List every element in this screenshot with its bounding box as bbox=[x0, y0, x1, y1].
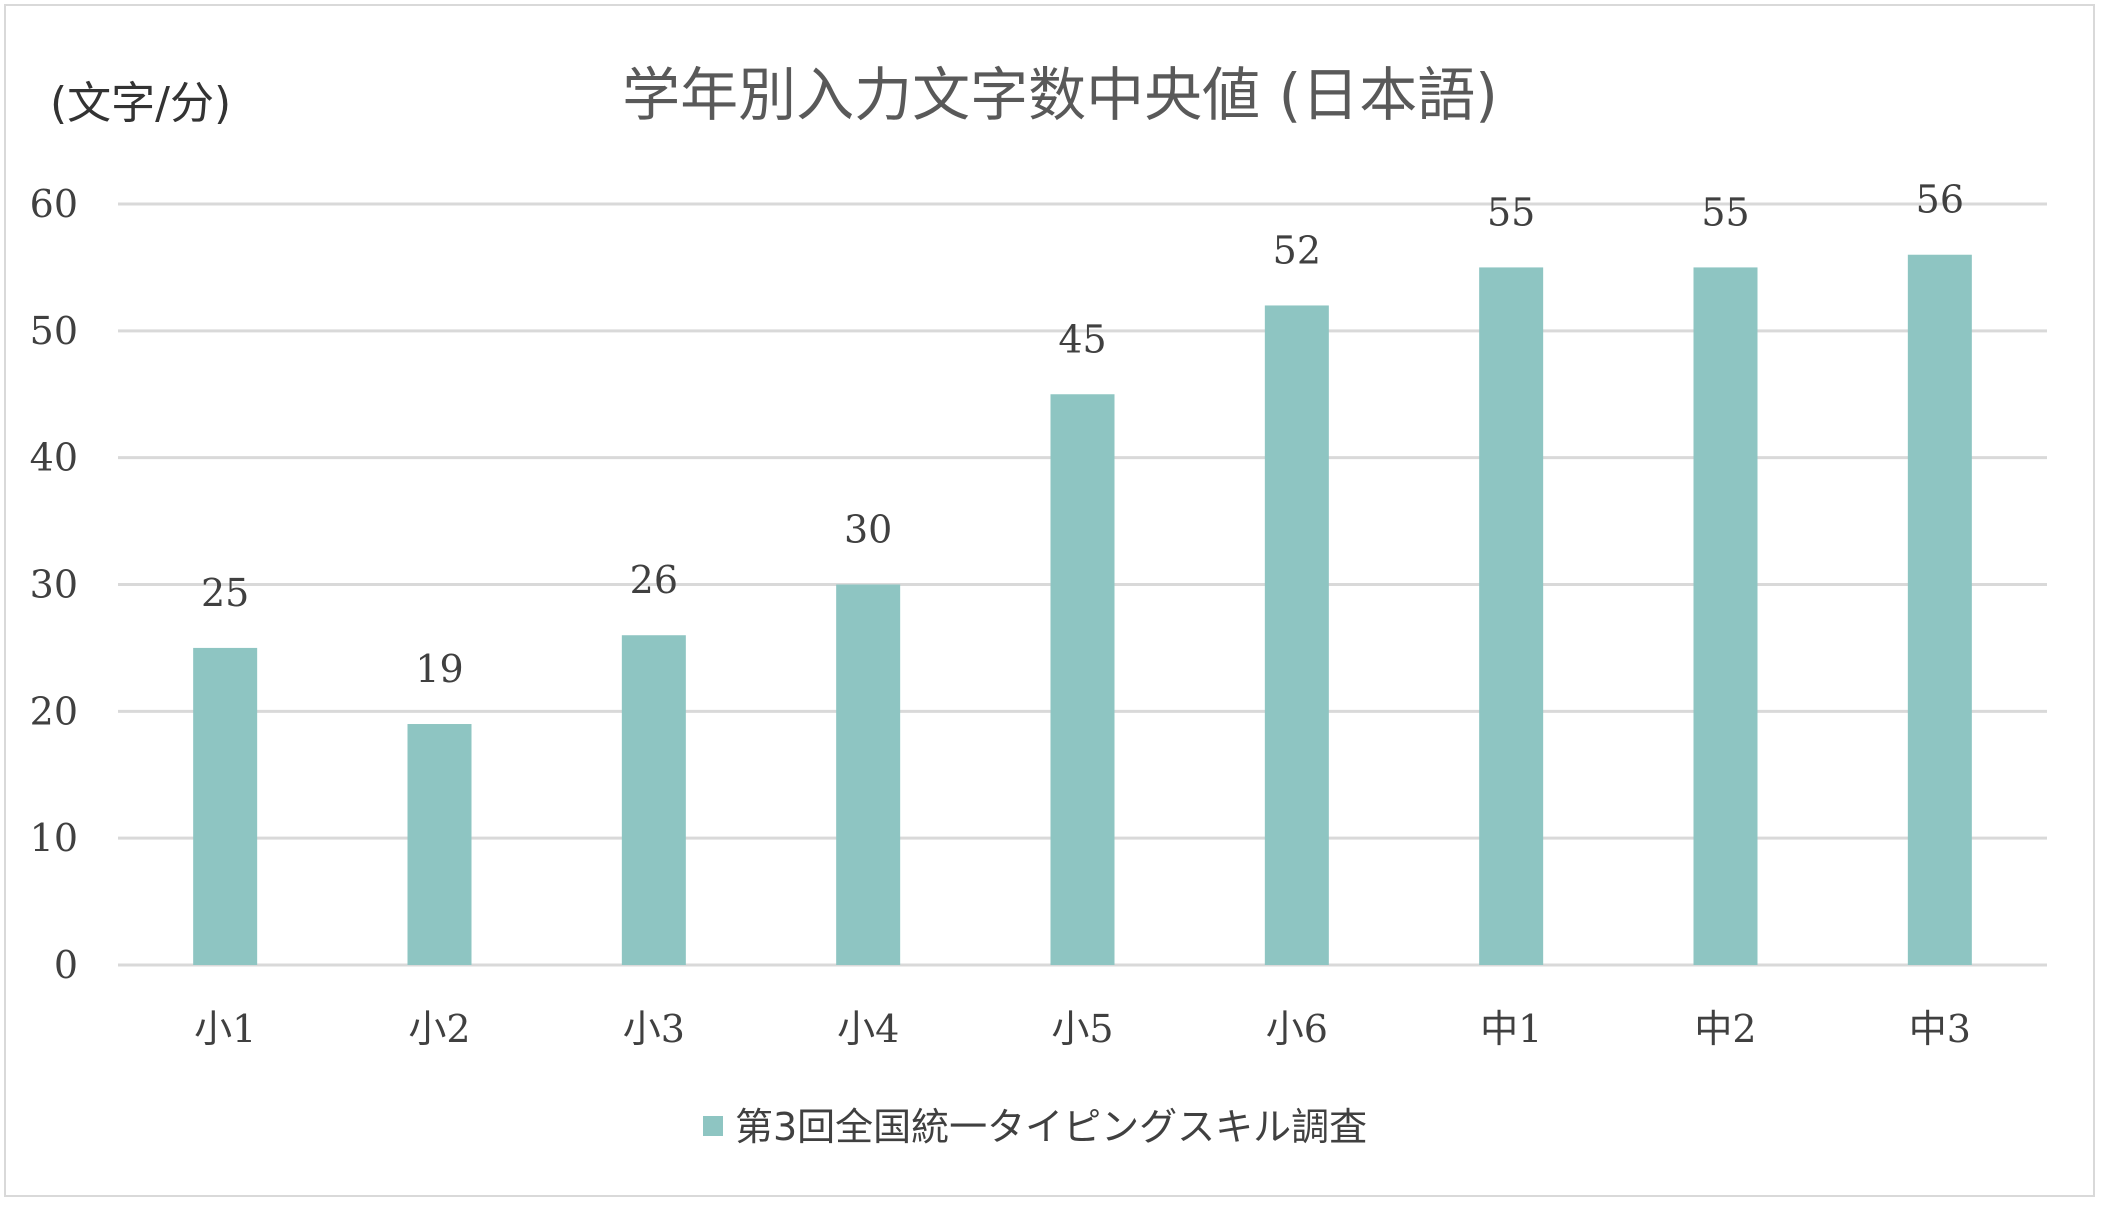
data-label: 52 bbox=[1273, 228, 1321, 272]
x-axis-category-labels: 小1 小2 小3 小4 小5 小6 中1 中2 中3 bbox=[194, 1007, 1971, 1051]
bar bbox=[1693, 267, 1758, 966]
bar bbox=[1050, 394, 1115, 965]
x-category-label: 小3 bbox=[623, 1007, 685, 1051]
bar bbox=[1479, 267, 1544, 966]
x-category-label: 小6 bbox=[1266, 1007, 1328, 1051]
data-labels: 25 19 26 30 45 52 55 55 56 bbox=[201, 178, 1964, 691]
legend-label: 第3回全国統一タイピングスキル調査 bbox=[735, 1105, 1367, 1149]
bar bbox=[1907, 254, 1972, 965]
bars bbox=[193, 254, 1972, 966]
x-category-label: 中3 bbox=[1909, 1007, 1971, 1051]
x-category-label: 小2 bbox=[408, 1007, 470, 1051]
y-tick-label: 0 bbox=[54, 943, 78, 987]
x-category-label: 小1 bbox=[194, 1007, 256, 1051]
legend: 第3回全国統一タイピングスキル調査 bbox=[703, 1105, 1367, 1149]
x-category-label: 中1 bbox=[1480, 1007, 1542, 1051]
bar bbox=[836, 584, 901, 965]
data-label: 56 bbox=[1916, 178, 1964, 222]
y-tick-label: 20 bbox=[30, 689, 78, 733]
bar bbox=[1264, 305, 1329, 965]
data-label: 45 bbox=[1058, 317, 1106, 361]
data-label: 25 bbox=[201, 571, 249, 615]
data-label: 30 bbox=[844, 508, 892, 552]
data-label: 26 bbox=[630, 558, 678, 602]
bar bbox=[621, 635, 686, 965]
y-tick-label: 40 bbox=[30, 436, 78, 480]
x-category-label: 小4 bbox=[837, 1007, 899, 1051]
y-tick-label: 10 bbox=[30, 816, 78, 860]
x-category-label: 小5 bbox=[1051, 1007, 1113, 1051]
data-label: 19 bbox=[415, 647, 463, 691]
legend-swatch bbox=[703, 1116, 723, 1136]
data-label: 55 bbox=[1487, 190, 1535, 234]
y-axis-tick-labels: 0 10 20 30 40 50 60 bbox=[30, 182, 78, 987]
y-tick-label: 50 bbox=[30, 309, 78, 353]
bar bbox=[193, 647, 258, 965]
y-tick-label: 60 bbox=[30, 182, 78, 226]
chart-title: 学年別入力文字数中央値 (日本語) bbox=[622, 61, 1498, 129]
bar bbox=[407, 724, 472, 965]
x-category-label: 中2 bbox=[1694, 1007, 1756, 1051]
data-label: 55 bbox=[1701, 190, 1749, 234]
y-tick-label: 30 bbox=[30, 563, 78, 607]
y-axis-unit-label: (文字/分) bbox=[50, 78, 231, 129]
